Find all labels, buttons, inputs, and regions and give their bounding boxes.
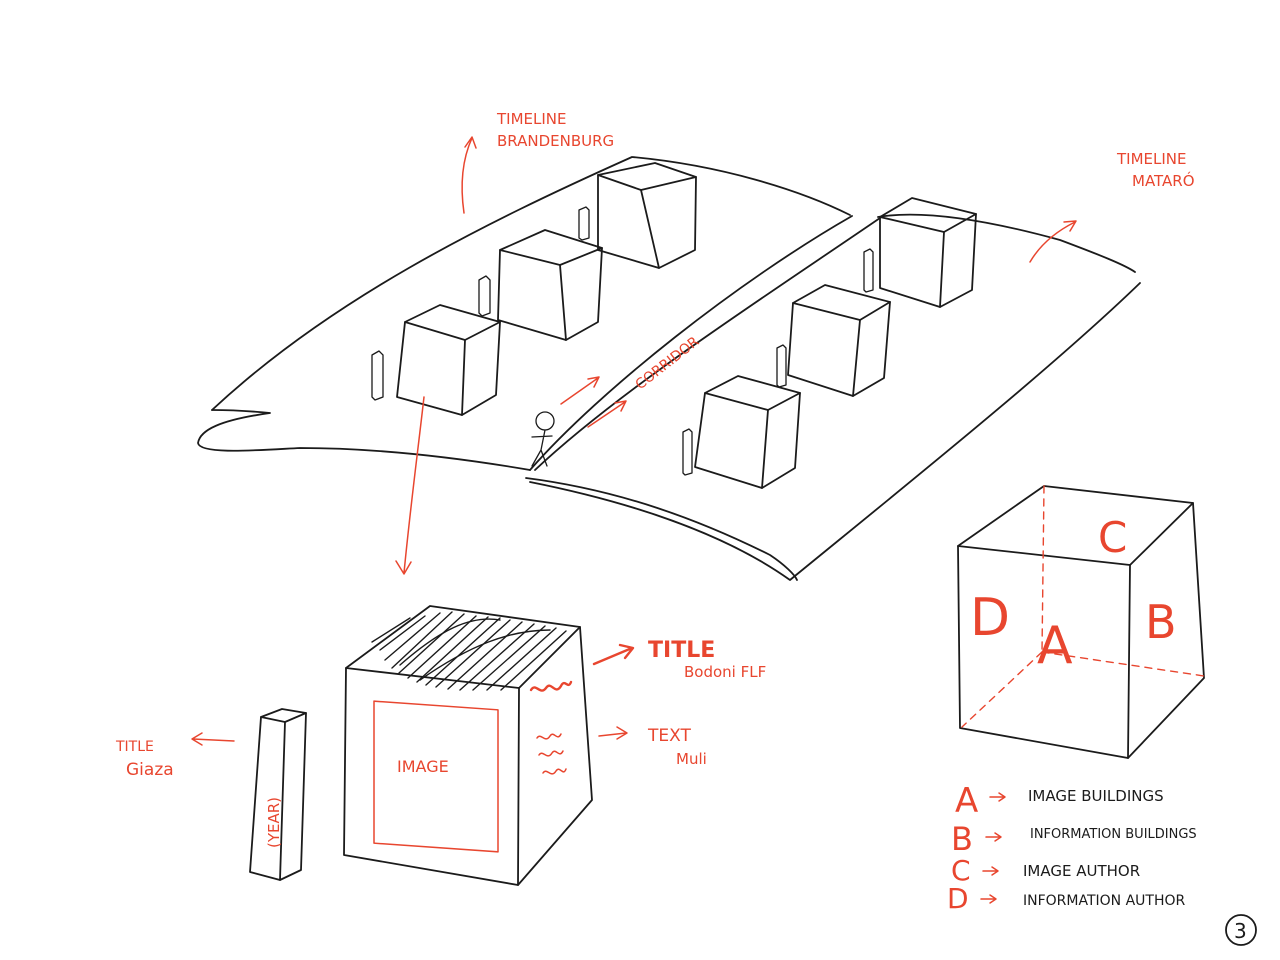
pillar-title-label: TITLE xyxy=(115,739,154,755)
legend-value: INFORMATION AUTHOR xyxy=(1023,893,1186,909)
building-cube xyxy=(497,229,603,341)
face-label-c: C xyxy=(1098,513,1127,562)
timeline-label-line: TIMELINE xyxy=(1116,150,1187,168)
face-label-a: A xyxy=(1037,616,1073,676)
timeline-label-line: MATARÓ xyxy=(1132,171,1195,190)
text-squiggle xyxy=(538,750,564,757)
detail-cube-front xyxy=(343,667,520,886)
platform-left-front-edge xyxy=(197,409,531,471)
legend-key: B xyxy=(951,820,973,858)
arrow-icon xyxy=(980,894,997,904)
year-pillar xyxy=(682,248,874,476)
corridor-label: CORRIDOR xyxy=(560,334,702,428)
zoom-arrow-icon xyxy=(395,396,425,575)
arrow-icon xyxy=(598,726,628,740)
arrow-icon xyxy=(461,136,477,214)
timeline-label-line: BRANDENBURG xyxy=(497,132,614,150)
legend-list: A IMAGE BUILDINGS B INFORMATION BUILDING… xyxy=(947,781,1197,915)
legend-key: C xyxy=(951,854,971,887)
corridor-left-edge xyxy=(529,215,853,471)
text-label: TEXT xyxy=(647,726,691,746)
hidden-edge xyxy=(1041,485,1045,653)
detail-building: IMAGE xyxy=(343,605,593,886)
building-cube xyxy=(879,197,977,308)
arrow-icon xyxy=(989,792,1006,802)
legend-item: A IMAGE BUILDINGS xyxy=(955,781,1164,821)
year-pillar xyxy=(371,206,590,401)
page-number-text: 3 xyxy=(1234,919,1247,943)
legend-cube: C D A B xyxy=(957,485,1205,759)
building-cube xyxy=(787,284,891,397)
timeline-mataro-label: TIMELINE MATARÓ xyxy=(1029,150,1195,263)
image-label: IMAGE xyxy=(397,757,449,776)
face-label-d: D xyxy=(970,588,1010,648)
legend-value: INFORMATION BUILDINGS xyxy=(1030,827,1197,842)
legend-value: IMAGE BUILDINGS xyxy=(1028,787,1164,805)
pillar-title-font-label: Giaza xyxy=(126,760,174,780)
arrow-icon xyxy=(560,376,600,405)
pillar-title-annotation: TITLE Giaza xyxy=(115,732,235,780)
legend-value: IMAGE AUTHOR xyxy=(1023,862,1140,880)
legend-item: C IMAGE AUTHOR xyxy=(951,854,1140,887)
detail-cube-side xyxy=(517,626,593,886)
timeline-label-line: TIMELINE xyxy=(496,110,567,128)
building-cube xyxy=(597,162,697,269)
building-cube xyxy=(396,304,501,416)
face-label-b: B xyxy=(1145,595,1177,649)
building-cube xyxy=(694,375,801,489)
mataro-buildings xyxy=(682,197,977,489)
corridor-right-edge xyxy=(534,217,881,471)
text-annotation: TEXT Muli xyxy=(598,726,707,768)
text-font-label: Muli xyxy=(676,750,707,768)
detail-year-pillar: (YEAR) xyxy=(249,708,307,881)
landscape xyxy=(197,156,1141,581)
platform-front-lip xyxy=(525,477,798,581)
arrow-icon xyxy=(587,400,627,428)
hidden-edge xyxy=(1041,651,1205,677)
legend-item: B INFORMATION BUILDINGS xyxy=(951,820,1197,858)
person-figure xyxy=(531,411,555,467)
arrow-icon xyxy=(982,866,999,876)
legend-key: D xyxy=(947,882,969,915)
text-squiggle xyxy=(536,733,562,740)
image-frame xyxy=(373,700,499,853)
text-squiggle xyxy=(542,768,567,775)
brandenburg-buildings xyxy=(371,162,697,416)
title-font-label: Bodoni FLF xyxy=(684,663,766,681)
page-number: 3 xyxy=(1225,914,1257,946)
timeline-brandenburg-label: TIMELINE BRANDENBURG xyxy=(461,110,614,214)
title-squiggle xyxy=(529,680,573,692)
platform-right-back-edge xyxy=(877,213,1136,273)
platform-left-back-edge xyxy=(211,156,851,411)
platform-right-front-edge xyxy=(529,282,1141,581)
hidden-edge xyxy=(961,651,1043,728)
year-label: (YEAR) xyxy=(265,797,283,848)
arrow-icon xyxy=(191,732,235,746)
arrow-icon xyxy=(985,832,1002,842)
roof-scribble xyxy=(371,611,567,691)
title-annotation: TITLE Bodoni FLF xyxy=(592,638,766,681)
title-label: TITLE xyxy=(648,638,715,663)
legend-item: D INFORMATION AUTHOR xyxy=(947,882,1186,915)
arrow-icon xyxy=(592,643,635,666)
arrow-icon xyxy=(1029,220,1077,263)
legend-key: A xyxy=(955,781,978,821)
